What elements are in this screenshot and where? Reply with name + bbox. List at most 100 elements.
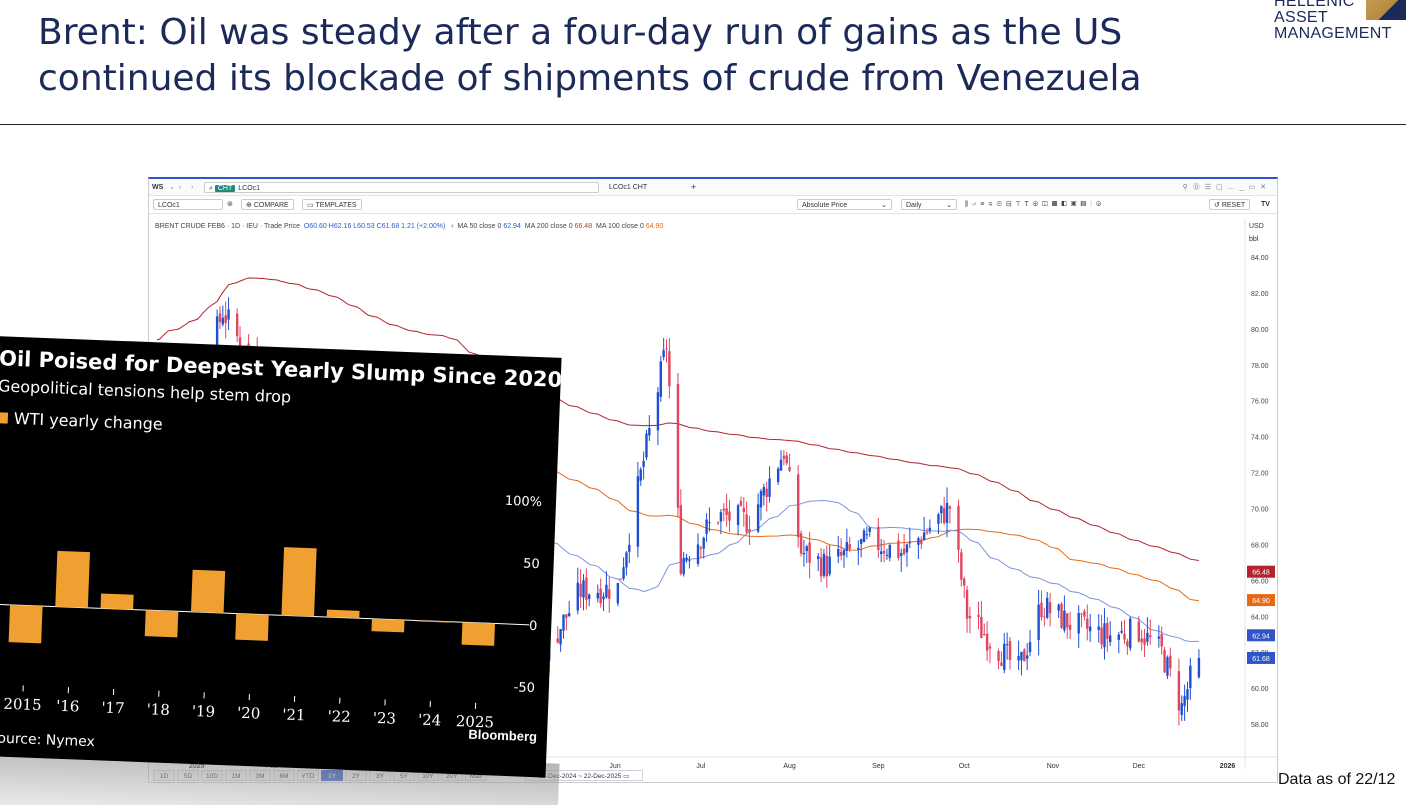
unit-label[interactable]: bbl <box>1249 236 1259 243</box>
wti-bar <box>190 569 226 614</box>
drawing-tools-icons[interactable]: ⫼⩫≡≋⊜⊟⊤Т⊕◫▦◧▣▤⫶⊚ <box>965 201 1106 208</box>
candle-body <box>842 550 846 556</box>
window-controls[interactable]: ⚲⓪☰▢…_▭✕ <box>1182 184 1271 191</box>
candle-body <box>825 555 829 577</box>
reset-button[interactable]: ↺ RESET <box>1209 199 1251 210</box>
logo-text: HELLENIC ASSET MANAGEMENT <box>1274 0 1392 42</box>
candle-body <box>960 552 963 580</box>
new-tab-icon[interactable]: + <box>691 182 697 192</box>
candle-body <box>619 578 622 580</box>
candle-body <box>608 589 611 599</box>
candle-body <box>556 638 559 643</box>
candle-body <box>628 544 631 552</box>
wti-x-label: '22 <box>327 707 351 726</box>
candle-body <box>985 633 989 651</box>
wti-x-label: '21 <box>282 705 306 724</box>
candle-body <box>796 474 800 538</box>
y-tick-label: 66.00 <box>1251 578 1269 585</box>
candle-body <box>802 552 806 555</box>
candle-body <box>983 634 986 636</box>
candle-body <box>1063 610 1066 631</box>
candle-body <box>567 613 571 616</box>
candle-body <box>928 527 932 532</box>
candle-body <box>719 512 723 522</box>
candle-body <box>828 556 831 575</box>
wti-x-label: 2015 <box>3 695 42 714</box>
candle-body <box>1177 671 1181 711</box>
back-arrow-icon[interactable]: ‹ <box>179 184 182 191</box>
candle-body <box>905 544 909 553</box>
title-line-2: continued its blockade of shipments of c… <box>38 58 1142 99</box>
candle-body <box>1108 635 1112 643</box>
candle-body <box>227 309 230 320</box>
candle-body <box>762 486 766 496</box>
candle-body <box>696 544 700 564</box>
templates-button[interactable]: ▭ TEMPLATES <box>302 199 362 210</box>
title-line-1: Brent: Oil was steady after a four-day r… <box>38 12 1123 53</box>
candle-body <box>759 491 763 508</box>
candle-body <box>1008 641 1012 660</box>
chevron-down-icon[interactable]: ⌄ <box>169 184 175 191</box>
wti-bar <box>100 593 134 610</box>
currency-label[interactable]: USD <box>1249 223 1264 230</box>
wti-y-tick: 0 <box>529 619 538 634</box>
candle-body <box>877 526 880 550</box>
ticker-input[interactable]: LCOc1 <box>153 199 223 210</box>
terminal-title-bar: WS ⌄ ‹ › ⌕ CHT LCOc1 LCOc1 CHT + ⚲⓪☰▢…_▭✕ <box>149 179 1277 196</box>
logo-line-2: ASSET <box>1274 9 1328 26</box>
candle-body <box>1186 689 1189 700</box>
settings-icon[interactable]: ⊚ <box>227 201 233 208</box>
candle-body <box>625 552 628 568</box>
forward-arrow-icon[interactable]: › <box>191 184 194 191</box>
candle-body <box>599 588 602 604</box>
logo-line-1: HELLENIC <box>1274 0 1355 10</box>
candle-body <box>862 530 866 543</box>
candle-body <box>1020 652 1023 661</box>
candle-body <box>1160 634 1163 647</box>
price-mode-select[interactable]: Absolute Price ⌄ <box>797 199 892 210</box>
candle-body <box>636 476 640 547</box>
compare-label: COMPARE <box>253 202 289 209</box>
candle-body <box>965 589 969 619</box>
candle-body <box>882 550 886 554</box>
wti-x-label: '16 <box>56 697 80 716</box>
candle-body <box>837 549 840 557</box>
candle-body <box>1166 657 1169 676</box>
candle-body <box>596 592 600 599</box>
candle-body <box>1180 703 1183 715</box>
candle-body <box>945 502 949 524</box>
interval-select[interactable]: Daily ⌄ <box>901 199 957 210</box>
candle-body <box>808 542 811 563</box>
wti-bar <box>144 610 179 638</box>
templates-label: TEMPLATES <box>315 202 357 209</box>
candle-body <box>224 315 227 323</box>
candle-body <box>1163 649 1166 673</box>
chart-legend: BRENT CRUDE FEB6 · 1D · IEU · Trade Pric… <box>155 223 663 230</box>
candle-body <box>948 506 952 509</box>
tab-chart[interactable]: LCOc1 CHT <box>609 184 648 191</box>
wti-x-label: 2025 <box>455 712 494 731</box>
ohlc-values: O60.60 H62.16 L60.53 C61.68 1.21 (+2.00%… <box>303 223 446 230</box>
workspace-menu[interactable]: WS <box>152 184 164 191</box>
interval-value: Daily <box>906 202 922 209</box>
candle-body <box>648 428 651 436</box>
wti-y-tick: -50 <box>513 680 535 696</box>
compare-button[interactable]: ⊕ COMPARE <box>241 199 294 210</box>
candle-body <box>676 384 680 508</box>
ticker-command-box[interactable]: ⌕ CHT LCOc1 <box>204 182 599 193</box>
candle-body <box>739 500 743 506</box>
x-tick-label: 2026 <box>1220 763 1236 770</box>
candle-body <box>605 584 608 598</box>
candle-body <box>576 582 579 611</box>
tradingview-logo-icon: TV <box>1261 201 1270 208</box>
candle-body <box>765 488 768 497</box>
candle-body <box>1189 665 1192 689</box>
candle-body <box>897 540 900 558</box>
collapse-legend-icon[interactable]: ‹ <box>451 223 454 230</box>
candle-body <box>1100 627 1103 645</box>
chevron-down-icon: ⌄ <box>946 202 952 209</box>
candle-body <box>1043 616 1046 618</box>
x-tick-label: Jul <box>696 763 705 770</box>
candle-body <box>1046 597 1049 618</box>
